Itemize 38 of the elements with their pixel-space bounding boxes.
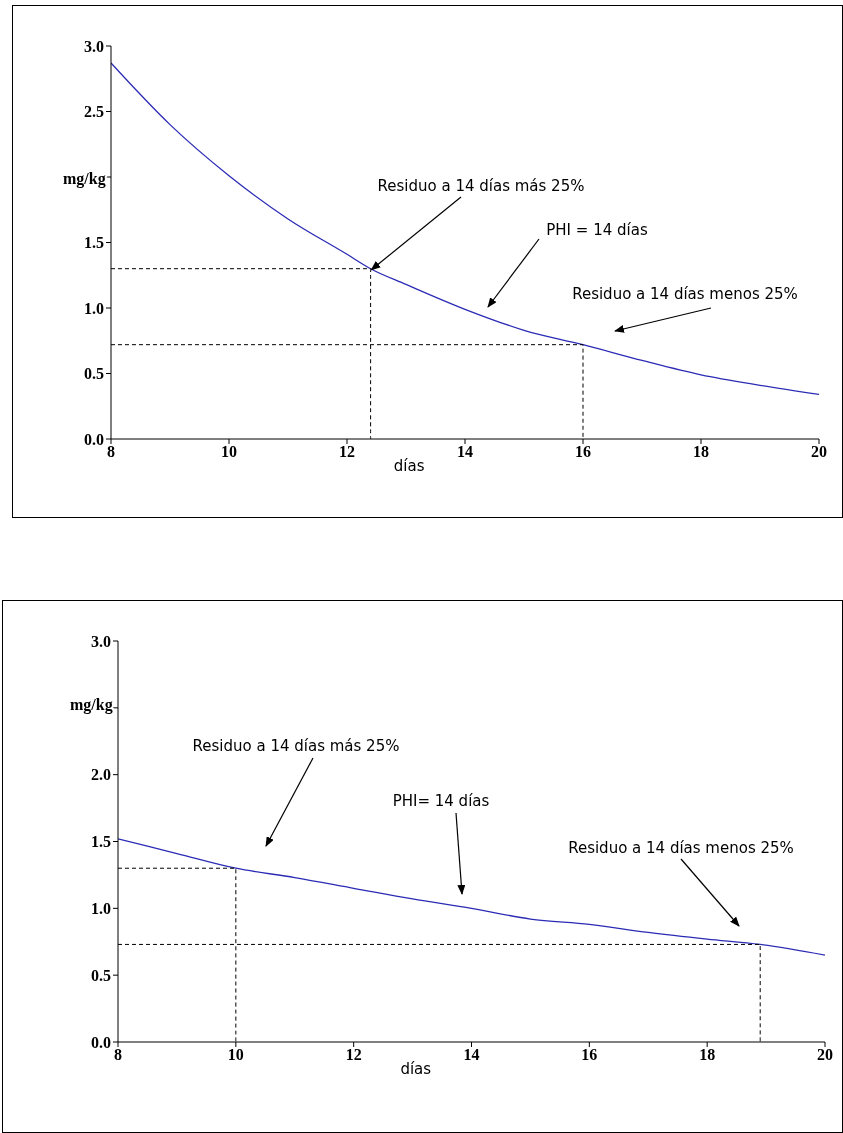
y-tick-label: 0.5 xyxy=(91,966,111,984)
y-tick-label: 2.5 xyxy=(84,103,104,121)
x-tick-label: 12 xyxy=(345,1046,362,1064)
x-tick-label: 18 xyxy=(693,443,709,461)
y-axis-title: mg/kg xyxy=(70,695,113,714)
annotation: Residuo a 14 días menos 25% xyxy=(568,838,794,857)
y-axis-title: mg/kg xyxy=(63,170,106,189)
x-axis-title: días xyxy=(400,1060,432,1078)
x-tick-label: 10 xyxy=(227,1046,244,1064)
x-tick-label: 20 xyxy=(817,1046,833,1064)
x-tick-label: 16 xyxy=(581,1046,598,1064)
annotation: Residuo a 14 días más 25% xyxy=(377,176,585,195)
x-tick-label: 14 xyxy=(463,1046,480,1064)
x-axis-title: días xyxy=(393,457,425,475)
y-tick-label: 2.0 xyxy=(91,766,111,784)
y-tick-label: 1.5 xyxy=(84,234,104,252)
x-tick-label: 10 xyxy=(221,443,237,461)
annotation: Residuo a 14 días más 25% xyxy=(192,736,400,755)
x-tick-label: 20 xyxy=(811,443,827,461)
annotation: PHI = 14 días xyxy=(546,220,648,239)
x-tick-label: 12 xyxy=(339,443,355,461)
y-tick-label: 3.0 xyxy=(91,632,111,650)
y-tick-label: 1.5 xyxy=(91,833,111,851)
y-tick-label: 3.0 xyxy=(84,37,104,55)
y-tick-label: 1.0 xyxy=(84,299,104,317)
x-tick-label: 14 xyxy=(457,443,473,461)
annotation: Residuo a 14 días menos 25% xyxy=(572,284,798,303)
y-tick-label: 1.0 xyxy=(91,900,111,918)
y-tick-label: 0.5 xyxy=(84,365,104,383)
line-series xyxy=(118,838,825,956)
line-series xyxy=(111,62,819,396)
y-tick-label: 0.0 xyxy=(91,1033,111,1051)
x-tick-label: 16 xyxy=(575,443,591,461)
x-tick-label: 18 xyxy=(699,1046,716,1064)
annotation: PHI= 14 días xyxy=(392,791,490,810)
y-tick-label: 0.0 xyxy=(84,430,104,448)
x-tick-label: 8 xyxy=(107,443,115,461)
x-tick-label: 8 xyxy=(114,1046,122,1064)
